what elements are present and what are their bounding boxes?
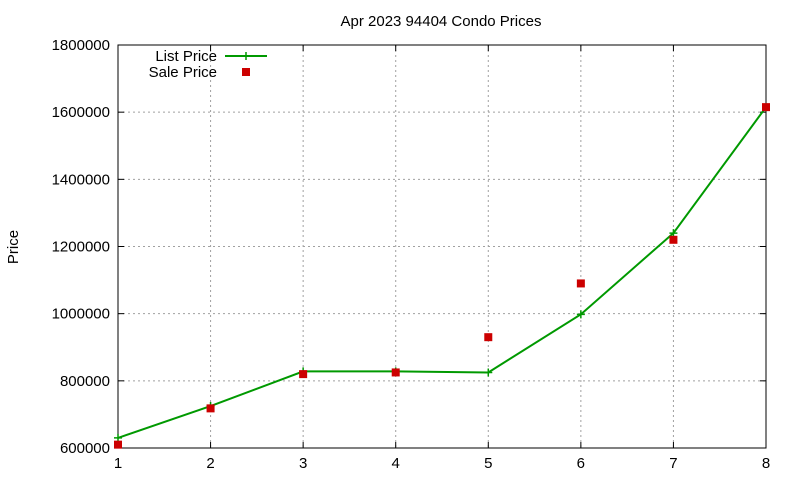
x-tick-label: 1: [114, 455, 122, 472]
data-point-square: [299, 370, 308, 379]
legend-label: Sale Price: [149, 64, 217, 81]
legend-label: List Price: [155, 48, 217, 65]
y-tick-label: 1600000: [52, 104, 110, 121]
data-point-square: [669, 235, 678, 244]
y-tick-label: 1800000: [52, 37, 110, 54]
x-tick-label: 2: [206, 455, 214, 472]
data-point-plus: [484, 368, 493, 377]
legend-marker-square: [242, 68, 250, 76]
x-tick-label: 6: [577, 455, 585, 472]
plot-frame: [117, 44, 767, 449]
x-tick-label: 3: [299, 455, 307, 472]
series-line: [117, 106, 767, 439]
x-tick-label: 7: [669, 455, 677, 472]
series-1: [114, 103, 770, 442]
series-2: [114, 103, 770, 449]
y-tick-label: 800000: [60, 373, 110, 390]
y-tick-label: 1000000: [52, 306, 110, 323]
data-point-square: [484, 333, 493, 342]
chart-title: Apr 2023 94404 Condo Prices: [341, 13, 542, 30]
y-tick-label: 600000: [60, 440, 110, 457]
y-tick-label: 1400000: [52, 171, 110, 188]
data-point-plus: [669, 229, 678, 238]
x-tick-label: 5: [484, 455, 492, 472]
series-layer: [114, 103, 770, 449]
data-point-square: [391, 368, 400, 377]
axis-ticks: 1 2 3 4 5 6 7 8 600000 800000 1000000 1200000 140000…: [52, 37, 771, 472]
data-point-square: [206, 404, 215, 413]
data-point-square: [114, 440, 122, 449]
x-tick-label: 8: [762, 455, 770, 472]
legend-marker-plus: [242, 52, 250, 60]
y-axis-label: Price: [5, 230, 22, 264]
x-tick-label: 4: [392, 455, 400, 472]
data-point-square: [576, 279, 585, 288]
data-point-plus: [114, 433, 122, 442]
data-point-plus: [576, 310, 585, 319]
grid-lines: [118, 45, 766, 448]
y-tick-label: 1200000: [52, 239, 110, 256]
data-point-square: [762, 103, 770, 112]
